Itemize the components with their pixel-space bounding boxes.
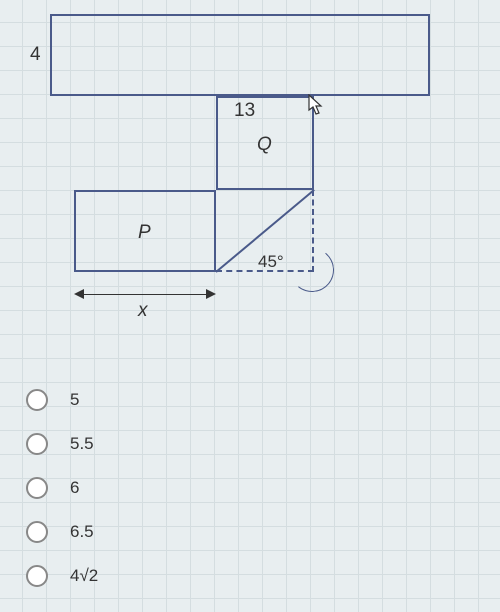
radio-icon [26,521,48,543]
label-45deg: 45° [258,252,284,272]
angle-arc [288,246,336,294]
label-p: P [138,222,151,244]
top-rectangle [50,14,430,96]
option-5-5[interactable]: 5.5 [26,422,98,466]
label-q: Q [257,134,272,156]
label-x: x [138,300,148,322]
radio-icon [26,433,48,455]
radio-icon [26,477,48,499]
option-5[interactable]: 5 [26,378,98,422]
label-4: 4 [30,44,41,66]
radio-icon [26,389,48,411]
option-label: 5.5 [70,434,94,454]
option-4root2[interactable]: 4√2 [26,554,98,598]
option-label: 4√2 [70,566,98,586]
option-label: 6.5 [70,522,94,542]
radio-icon [26,565,48,587]
option-label: 5 [70,390,79,410]
option-6[interactable]: 6 [26,466,98,510]
option-6-5[interactable]: 6.5 [26,510,98,554]
geometry-diagram: 4 13 Q P 45° x [0,0,500,360]
answer-options: 5 5.5 6 6.5 4√2 [26,378,98,598]
option-label: 6 [70,478,79,498]
